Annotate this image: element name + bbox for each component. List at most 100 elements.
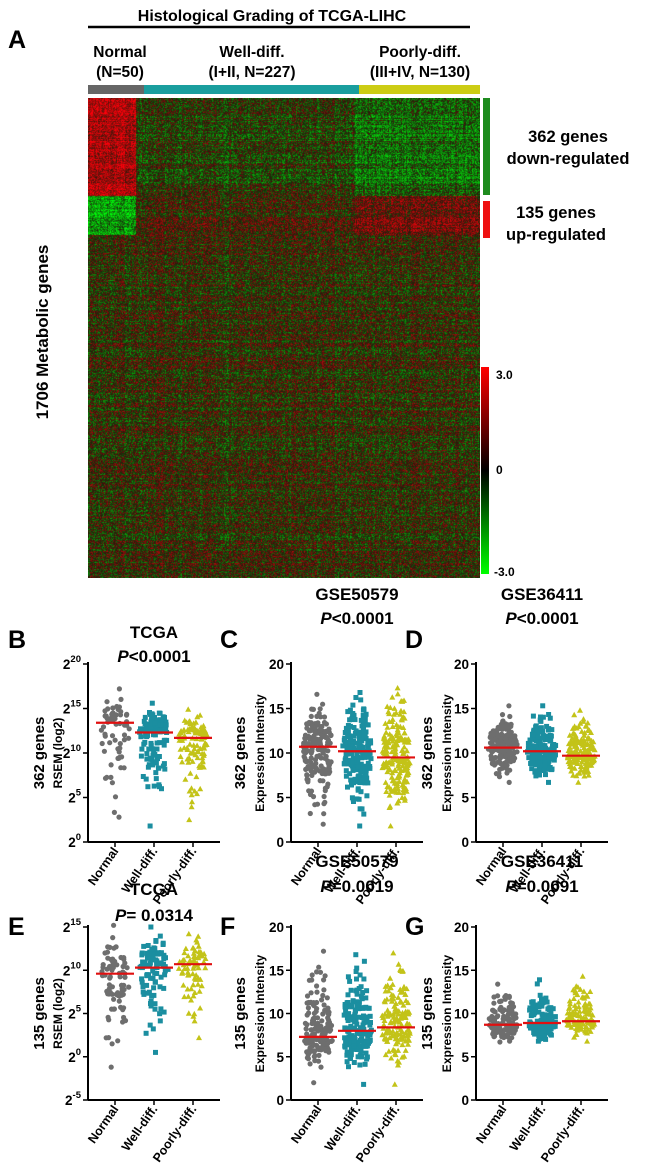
data-point [543, 1036, 549, 1042]
data-point [200, 722, 207, 729]
data-point [537, 761, 543, 767]
data-point [396, 772, 403, 779]
data-point [566, 732, 573, 738]
data-point [314, 753, 320, 760]
data-point [510, 758, 517, 764]
data-point [384, 703, 391, 709]
y-tick-label: 25 [68, 788, 82, 806]
data-point [532, 768, 538, 774]
data-point [119, 992, 125, 998]
data-point [507, 1007, 513, 1013]
data-point [530, 753, 536, 759]
data-point [581, 1007, 588, 1013]
data-point [347, 1016, 353, 1022]
data-point [545, 1006, 551, 1012]
data-point [362, 754, 368, 760]
data-point [354, 1030, 360, 1036]
data-point [150, 752, 156, 758]
data-point [358, 1037, 364, 1043]
data-point [193, 972, 200, 978]
data-point [536, 726, 542, 731]
data-point [566, 744, 573, 750]
data-point [358, 993, 364, 999]
data-point [390, 992, 397, 999]
data-point [196, 948, 202, 955]
data-point [565, 1020, 572, 1026]
data-point [361, 1020, 367, 1026]
data-point [150, 721, 155, 727]
data-point [351, 733, 357, 739]
data-point [365, 760, 371, 766]
data-point [385, 1048, 392, 1054]
data-point [356, 744, 362, 750]
data-point [367, 1022, 373, 1028]
data-point [154, 961, 160, 967]
data-point [544, 1024, 550, 1030]
p-value: P<0.0001 [320, 609, 393, 628]
data-point [387, 823, 394, 829]
data-point [321, 987, 327, 993]
data-point [509, 1035, 515, 1041]
data-point [195, 943, 202, 949]
data-point [126, 984, 132, 990]
data-point [99, 740, 105, 747]
data-point [307, 810, 313, 817]
data-point [587, 1001, 593, 1007]
data-point [399, 988, 406, 994]
data-point [361, 1013, 366, 1019]
data-point [352, 1013, 358, 1019]
data-point [506, 703, 512, 709]
data-point [582, 765, 589, 771]
data-point [185, 952, 192, 959]
data-point [393, 731, 400, 737]
data-point [104, 774, 110, 780]
tick-base: 2 [68, 835, 76, 850]
data-point [122, 974, 128, 980]
y-axis-label: 362 genes [31, 717, 48, 790]
data-point [582, 1023, 589, 1030]
data-point [193, 729, 199, 736]
data-point [187, 770, 194, 776]
data-point [544, 1015, 550, 1021]
data-point [165, 966, 171, 972]
data-point [543, 751, 548, 757]
data-point [585, 734, 592, 741]
data-point [346, 1011, 352, 1017]
x-tick-label: Normal [85, 845, 121, 888]
data-point [179, 759, 186, 765]
data-point [526, 755, 532, 761]
data-point [150, 1026, 156, 1032]
data-point [190, 950, 197, 956]
data-point [192, 976, 199, 982]
p-value-text: =0.0019 [332, 877, 394, 896]
data-point [121, 955, 127, 961]
data-point [543, 995, 549, 1001]
data-point [497, 766, 503, 773]
data-point [353, 952, 359, 958]
data-point [540, 728, 546, 734]
data-point [388, 733, 395, 739]
data-point [358, 697, 364, 703]
data-point [147, 755, 153, 761]
data-point [397, 758, 404, 765]
data-point [315, 1058, 322, 1064]
data-point [345, 751, 351, 757]
data-point [399, 763, 406, 769]
data-point [117, 974, 123, 980]
data-point [195, 981, 201, 987]
data-point [303, 750, 309, 756]
data-point [162, 766, 168, 772]
data-point [348, 987, 354, 993]
data-point [349, 782, 354, 788]
data-point [357, 972, 363, 978]
data-point [382, 998, 388, 1005]
data-point [395, 736, 402, 742]
data-point [305, 1005, 311, 1011]
x-tick-label: Well-diff. [322, 1103, 364, 1154]
data-point [497, 1039, 503, 1045]
data-point [533, 738, 539, 744]
data-point [392, 767, 399, 774]
data-point [402, 991, 409, 997]
data-point [577, 1022, 584, 1028]
data-point [139, 979, 145, 985]
